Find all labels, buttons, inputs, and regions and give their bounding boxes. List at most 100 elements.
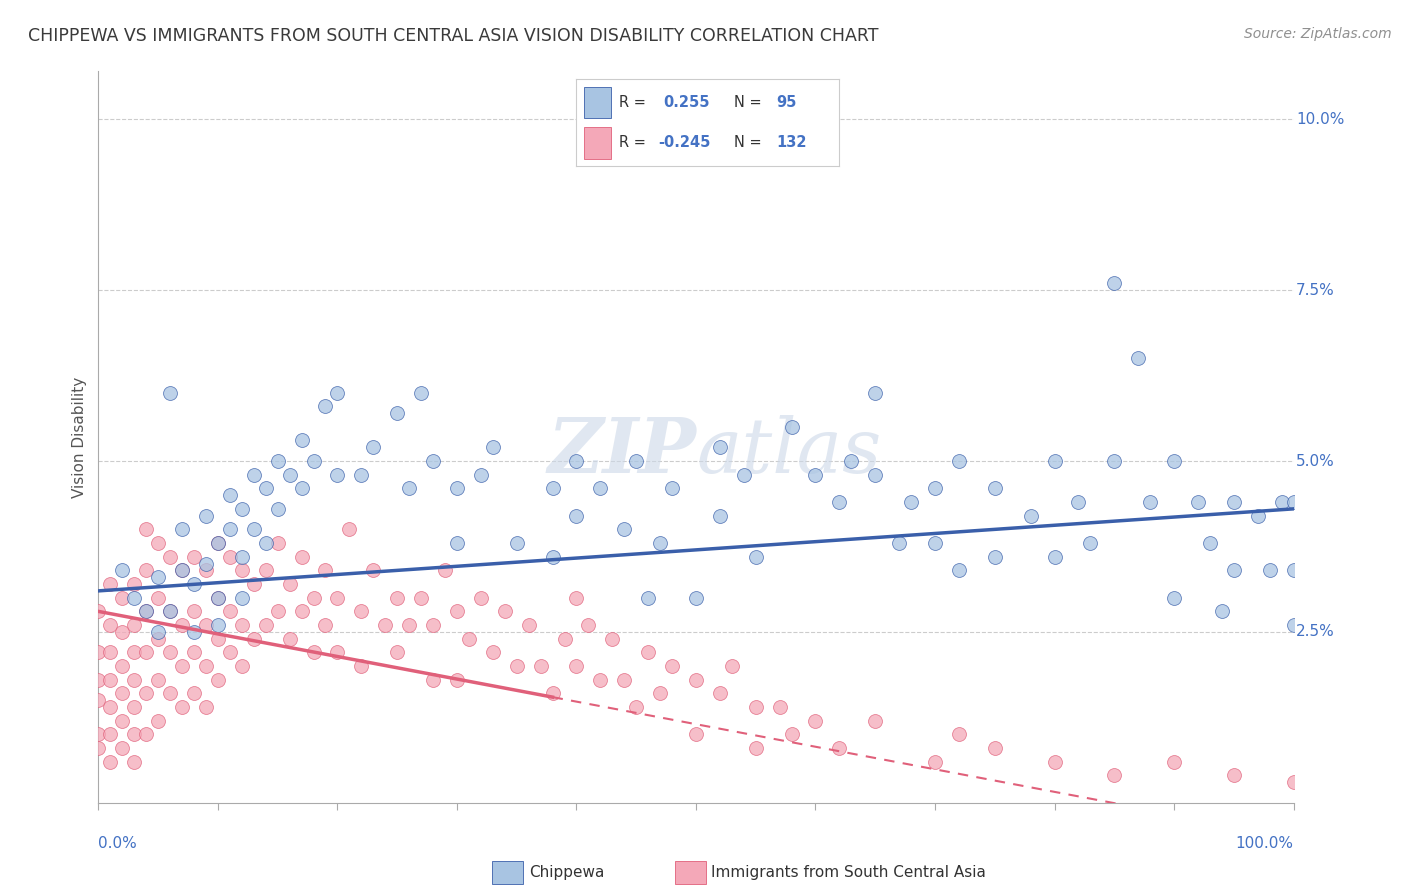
Point bbox=[243, 632, 266, 646]
Point bbox=[194, 508, 217, 523]
Point bbox=[326, 467, 349, 482]
Point bbox=[159, 385, 181, 400]
Point bbox=[661, 481, 683, 495]
Point bbox=[422, 454, 444, 468]
Point bbox=[98, 727, 122, 741]
Point bbox=[194, 557, 217, 571]
Point bbox=[135, 522, 157, 536]
Point bbox=[207, 591, 229, 605]
Point bbox=[172, 522, 194, 536]
Point bbox=[148, 591, 170, 605]
Point bbox=[1187, 495, 1209, 509]
Point bbox=[1222, 495, 1246, 509]
Point bbox=[637, 645, 659, 659]
Point bbox=[1282, 775, 1305, 789]
Point bbox=[481, 440, 505, 454]
Point bbox=[828, 741, 851, 756]
Text: Source: ZipAtlas.com: Source: ZipAtlas.com bbox=[1244, 27, 1392, 41]
Point bbox=[924, 536, 946, 550]
Point bbox=[648, 686, 672, 700]
Point bbox=[350, 659, 373, 673]
Text: 132: 132 bbox=[776, 136, 807, 150]
Point bbox=[422, 673, 444, 687]
Point bbox=[541, 549, 564, 564]
Point bbox=[219, 645, 242, 659]
Point bbox=[183, 577, 205, 591]
Point bbox=[589, 673, 612, 687]
Point bbox=[363, 440, 385, 454]
Text: N =: N = bbox=[734, 95, 762, 110]
Text: Immigrants from South Central Asia: Immigrants from South Central Asia bbox=[711, 865, 987, 880]
Point bbox=[446, 481, 468, 495]
Point bbox=[411, 385, 433, 400]
Point bbox=[529, 659, 551, 673]
Point bbox=[733, 467, 755, 482]
Point bbox=[194, 659, 217, 673]
Point bbox=[87, 604, 110, 618]
Point bbox=[278, 577, 301, 591]
Point bbox=[446, 536, 468, 550]
Point bbox=[172, 563, 194, 577]
Point bbox=[494, 604, 516, 618]
Point bbox=[98, 618, 122, 632]
Point bbox=[124, 577, 146, 591]
Point bbox=[135, 645, 157, 659]
Point bbox=[1282, 495, 1305, 509]
Point bbox=[326, 645, 349, 659]
Point bbox=[315, 563, 337, 577]
Point bbox=[1139, 495, 1161, 509]
Text: 2.5%: 2.5% bbox=[1296, 624, 1334, 640]
Point bbox=[231, 501, 253, 516]
Point bbox=[148, 536, 170, 550]
Text: 0.255: 0.255 bbox=[664, 95, 710, 110]
Point bbox=[148, 624, 170, 639]
Point bbox=[194, 618, 217, 632]
Point bbox=[385, 591, 409, 605]
Point bbox=[948, 727, 970, 741]
Point bbox=[648, 536, 672, 550]
Point bbox=[661, 659, 683, 673]
Point bbox=[470, 591, 492, 605]
Point bbox=[565, 591, 588, 605]
Point bbox=[172, 618, 194, 632]
Point bbox=[541, 481, 564, 495]
Point bbox=[624, 700, 647, 714]
Point bbox=[231, 618, 253, 632]
Point bbox=[565, 659, 588, 673]
Point bbox=[267, 501, 290, 516]
Point bbox=[207, 618, 229, 632]
Point bbox=[385, 406, 409, 420]
Point bbox=[983, 481, 1005, 495]
Point bbox=[721, 659, 744, 673]
Point bbox=[863, 385, 886, 400]
Point bbox=[207, 673, 229, 687]
Text: 95: 95 bbox=[776, 95, 797, 110]
Point bbox=[350, 604, 373, 618]
Text: Chippewa: Chippewa bbox=[529, 865, 605, 880]
Point bbox=[111, 563, 134, 577]
Point bbox=[111, 714, 134, 728]
Point bbox=[481, 645, 505, 659]
Point bbox=[1067, 495, 1090, 509]
Text: 7.5%: 7.5% bbox=[1296, 283, 1334, 298]
Point bbox=[326, 385, 349, 400]
Point bbox=[506, 659, 529, 673]
Point bbox=[98, 673, 122, 687]
Point bbox=[446, 673, 468, 687]
Point bbox=[267, 604, 290, 618]
Point bbox=[111, 624, 134, 639]
Point bbox=[1198, 536, 1220, 550]
Point bbox=[1211, 604, 1233, 618]
Point bbox=[685, 727, 707, 741]
Point bbox=[554, 632, 576, 646]
Point bbox=[207, 632, 229, 646]
Point bbox=[98, 700, 122, 714]
Text: 0.0%: 0.0% bbox=[98, 836, 138, 851]
Point bbox=[159, 645, 181, 659]
Point bbox=[219, 522, 242, 536]
Point bbox=[600, 632, 623, 646]
Point bbox=[183, 624, 205, 639]
Point bbox=[1128, 351, 1150, 366]
Point bbox=[1102, 277, 1125, 291]
Point bbox=[637, 591, 659, 605]
